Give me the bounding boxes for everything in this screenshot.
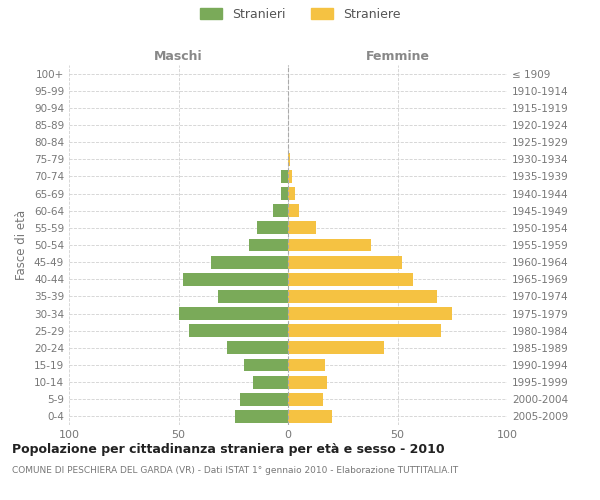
Bar <box>227 342 288 354</box>
Text: Maschi: Maschi <box>154 50 203 64</box>
Text: Popolazione per cittadinanza straniera per età e sesso - 2010: Popolazione per cittadinanza straniera p… <box>12 442 445 456</box>
Bar <box>244 358 288 372</box>
Legend: Stranieri, Straniere: Stranieri, Straniere <box>194 2 406 26</box>
Bar <box>288 410 332 423</box>
Bar <box>288 256 402 268</box>
Bar <box>288 238 371 252</box>
Bar <box>257 222 288 234</box>
Bar <box>288 222 316 234</box>
Bar <box>281 170 288 183</box>
Bar <box>281 187 288 200</box>
Bar <box>235 410 288 423</box>
Text: COMUNE DI PESCHIERA DEL GARDA (VR) - Dati ISTAT 1° gennaio 2010 - Elaborazione T: COMUNE DI PESCHIERA DEL GARDA (VR) - Dat… <box>12 466 458 475</box>
Bar <box>288 170 292 183</box>
Bar <box>288 153 290 166</box>
Bar <box>253 376 288 388</box>
Bar <box>288 342 385 354</box>
Bar <box>288 376 328 388</box>
Bar <box>240 393 288 406</box>
Bar <box>288 307 452 320</box>
Text: Femmine: Femmine <box>365 50 430 64</box>
Bar <box>288 273 413 285</box>
Bar <box>179 307 288 320</box>
Bar <box>272 204 288 217</box>
Bar <box>288 393 323 406</box>
Bar <box>288 358 325 372</box>
Bar <box>288 187 295 200</box>
Bar <box>288 290 437 303</box>
Bar <box>248 238 288 252</box>
Bar <box>211 256 288 268</box>
Bar <box>183 273 288 285</box>
Bar <box>288 204 299 217</box>
Bar <box>190 324 288 337</box>
Bar <box>218 290 288 303</box>
Bar <box>288 324 442 337</box>
Y-axis label: Fasce di età: Fasce di età <box>16 210 28 280</box>
